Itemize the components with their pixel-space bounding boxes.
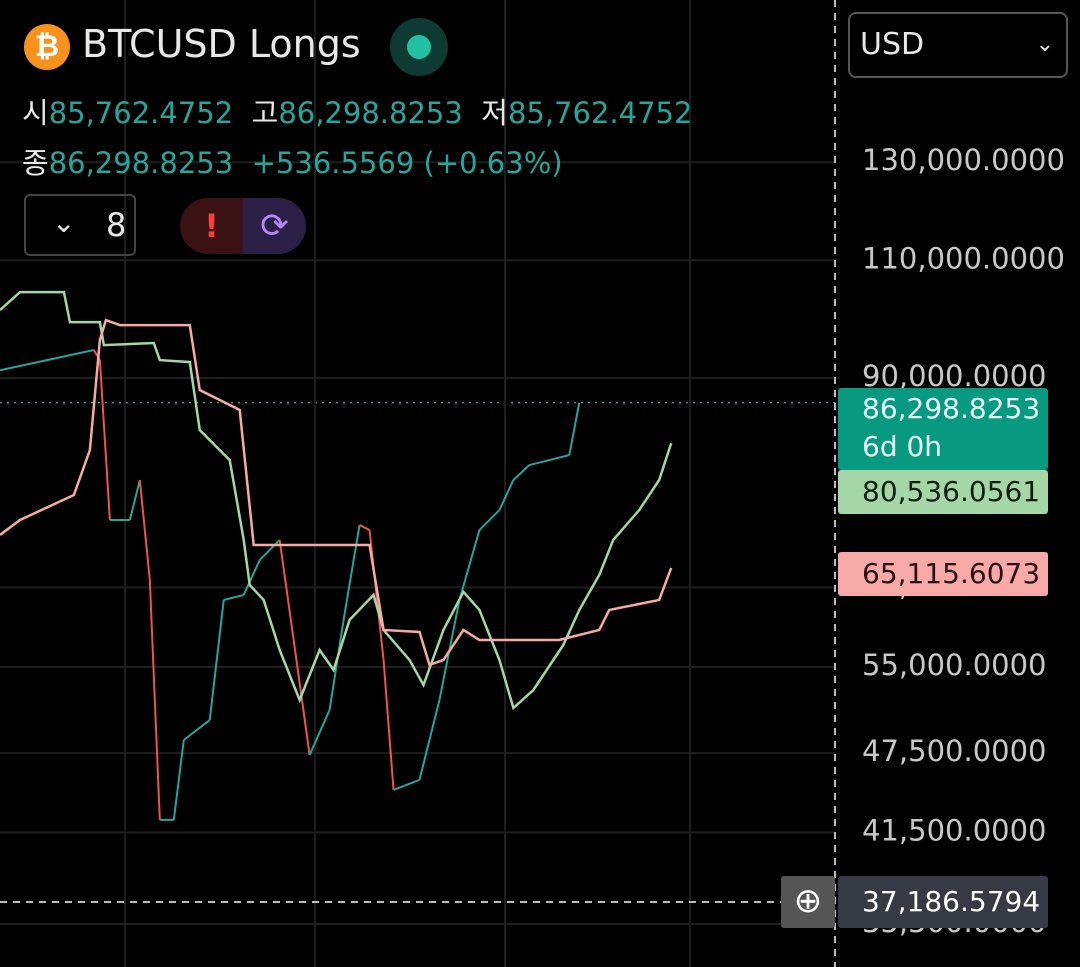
price-segment (0, 349, 95, 372)
ohlc-row-2: 종86,298.8253 +536.5569 (+0.63%) (22, 140, 563, 182)
y-tick-label: 41,500.0000 (862, 813, 1047, 847)
green-line-label: 80,536.0561 (838, 470, 1048, 514)
price-segment (418, 699, 441, 781)
status-dot (407, 35, 431, 59)
refresh-button[interactable]: ⟳ (243, 198, 306, 254)
low-value: 85,762.4752 (507, 96, 693, 130)
indicator-count: 8 (106, 206, 127, 244)
alert-button[interactable]: ! (180, 198, 243, 254)
alert-buttons: ! ⟳ (180, 198, 306, 254)
price-segment (242, 559, 261, 596)
currency: USD (860, 27, 925, 62)
price-segment (393, 778, 420, 791)
open-label: 시 (22, 96, 49, 130)
change: +536.5569 (+0.63%) (251, 146, 563, 180)
price-segment (98, 359, 111, 521)
price-segment (223, 593, 244, 601)
price-segment (458, 529, 481, 601)
series-line (0, 290, 673, 711)
high-value: 86,298.8253 (278, 96, 463, 130)
y-tick-label: 55,000.0000 (862, 648, 1047, 682)
indicator-toggle[interactable]: ⌄ 8 (24, 194, 136, 256)
price-segment (172, 739, 185, 820)
price-segment (529, 454, 570, 467)
price-segment (208, 599, 225, 721)
price-segment (478, 509, 501, 531)
y-tick-label: 47,500.0000 (862, 734, 1047, 768)
btc-icon: ₿ (24, 24, 70, 70)
price-segment (308, 709, 331, 756)
price-segment (382, 659, 395, 790)
add-button[interactable]: ⊕ (781, 876, 835, 928)
close-label: 종 (22, 146, 49, 180)
price-segment (128, 479, 141, 521)
currency-select[interactable]: USD ⌄ (848, 12, 1068, 78)
high-label: 고 (251, 96, 279, 130)
symbol-title: BTCUSD Longs (82, 22, 361, 66)
countdown: 6d 0h (862, 430, 943, 463)
series-line (0, 318, 673, 667)
status-dot-outer (390, 18, 448, 76)
price-segment (138, 479, 151, 581)
ohlc-row-1: 시85,762.4752 고86,298.8253 저85,762.4752 (22, 90, 692, 132)
chevron: ⌄ (52, 206, 76, 239)
price-segment (498, 479, 515, 511)
price-segment (359, 524, 371, 531)
price-segment (512, 464, 531, 481)
y-tick-label: 130,000.0000 (862, 143, 1065, 177)
price-segment (328, 619, 345, 711)
low-label: 저 (481, 96, 508, 130)
price-segment (568, 402, 581, 456)
y-tick-label: 90,000.0000 (862, 359, 1047, 393)
price-segment (148, 579, 161, 820)
price-segment (258, 539, 281, 561)
last-price-label: 86,298.8253 6d 0h (838, 388, 1048, 470)
price-segment (278, 539, 295, 641)
open-value: 85,762.4752 (48, 96, 234, 130)
y-tick-label: 110,000.0000 (862, 241, 1065, 275)
price-segment (183, 719, 211, 741)
price-segment (342, 524, 361, 621)
dropdown-arrow: ⌄ (1035, 32, 1054, 57)
crosshair-label: 37,186.5794 (838, 876, 1048, 928)
pink-line-label: 65,115.6073 (838, 552, 1048, 596)
close-value: 86,298.8253 (48, 146, 234, 180)
last-price: 86,298.8253 (862, 392, 1041, 425)
